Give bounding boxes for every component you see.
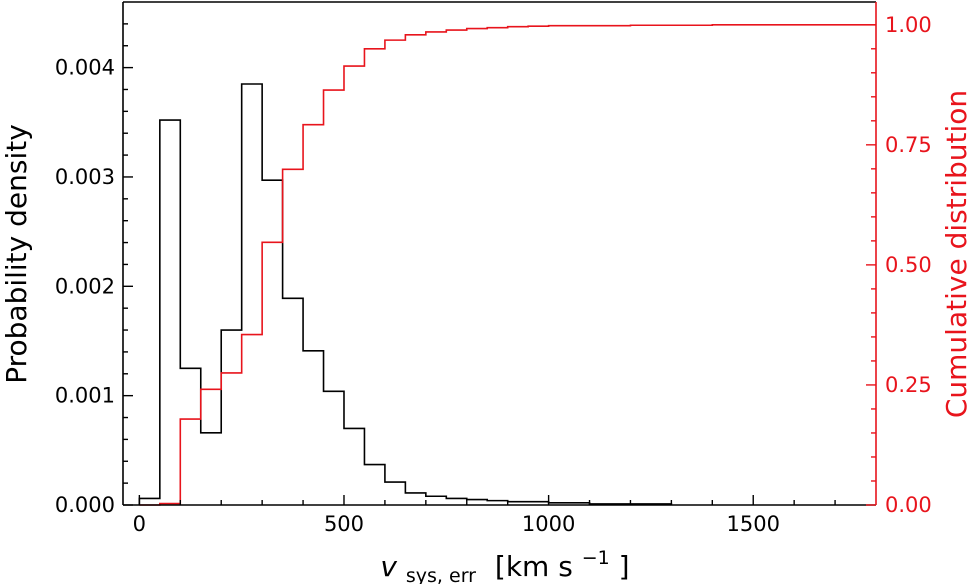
x-axis-label-variable: v — [380, 550, 397, 583]
y-left-tick-label: 0.002 — [55, 274, 115, 298]
y-axis-left-ticks: 0.000 0.001 0.002 0.003 0.004 — [55, 23, 133, 517]
x-axis-label-unit: [km s — [495, 550, 573, 583]
y-right-tick-label: 1.00 — [885, 13, 932, 37]
x-tick-label: 500 — [324, 512, 364, 536]
y-left-tick-label: 0.003 — [55, 165, 115, 189]
y-right-tick-label: 0.25 — [885, 373, 932, 397]
y-left-tick-label: 0.001 — [55, 384, 115, 408]
histogram-series — [138, 83, 673, 505]
y-axis-right-ticks: 0.00 0.25 0.50 0.75 1.00 — [866, 13, 932, 517]
y-axis-left-label: Probability density — [0, 124, 33, 384]
x-tick-label: 1500 — [727, 512, 780, 536]
x-tick-label: 1000 — [522, 512, 575, 536]
y-axis-right-label: Cumulative distribution — [940, 90, 973, 418]
x-axis-label-close: ] — [619, 550, 630, 583]
y-left-tick-label: 0.000 — [55, 493, 115, 517]
x-tick-label: 0 — [133, 512, 146, 536]
y-right-tick-label: 0.75 — [885, 133, 932, 157]
x-axis-label-subscript: sys, err — [406, 565, 476, 584]
y-right-tick-label: 0.00 — [885, 493, 932, 517]
plot-area — [138, 23, 876, 506]
x-axis-label: v sys, err [km s −1 ] — [380, 538, 629, 584]
y-right-tick-label: 0.50 — [885, 253, 932, 277]
y-left-tick-label: 0.004 — [55, 56, 115, 80]
x-axis-ticks: 0 500 1000 1500 — [133, 495, 836, 536]
x-axis-label-exponent: −1 — [582, 547, 610, 569]
cumulative-series — [139, 23, 876, 506]
